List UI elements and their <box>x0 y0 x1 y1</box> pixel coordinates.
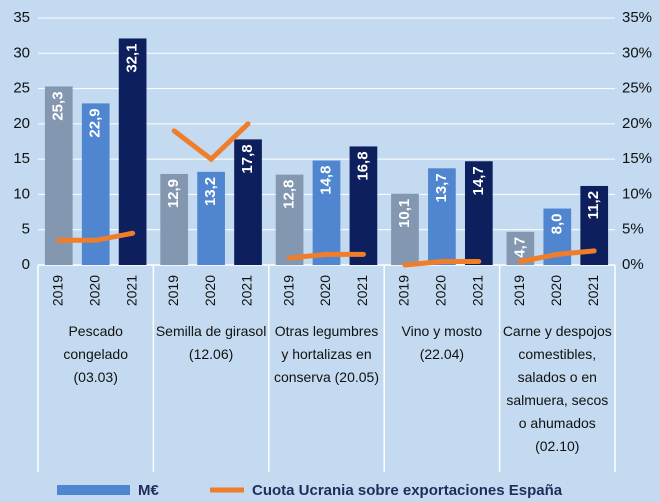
group-label: Pescado congelado (03.03) <box>63 323 128 385</box>
x-tick-label: 2020 <box>317 275 333 306</box>
group-label: Otras legumbres y hortalizas en conserva… <box>273 323 380 385</box>
line-series <box>287 251 366 261</box>
y-tick-label: 0 <box>22 256 30 273</box>
y2-tick-label: 35% <box>622 9 652 26</box>
y-tick-label: 10 <box>13 185 30 202</box>
x-tick-label: 2020 <box>433 275 449 306</box>
value-label: 12,8 <box>281 180 298 209</box>
bar <box>349 146 378 265</box>
y-tick-label: 30 <box>13 44 30 61</box>
bar <box>428 168 456 265</box>
bar <box>464 161 493 265</box>
x-tick-label: 2021 <box>470 275 486 306</box>
value-label: 22,9 <box>87 108 104 137</box>
y-tick-label: 20 <box>13 115 30 132</box>
value-label: 11,2 <box>585 191 602 219</box>
y-tick-label: 15 <box>13 150 30 167</box>
y2-tick-label: 5% <box>622 221 644 238</box>
value-label: 13,2 <box>202 177 219 206</box>
bar <box>44 86 73 265</box>
x-tick-label: 2021 <box>239 275 255 306</box>
line-series <box>171 121 251 163</box>
x-tick-label: 2020 <box>202 275 218 306</box>
value-label: 32,1 <box>124 43 141 72</box>
line-series <box>56 230 136 243</box>
bar <box>391 193 419 265</box>
value-label: 10,1 <box>396 199 413 228</box>
bar <box>197 171 225 265</box>
x-tick-label: 2021 <box>123 275 139 306</box>
y2-tick-label: 0% <box>622 256 644 273</box>
value-label: 13,7 <box>433 173 450 202</box>
x-tick-label: 2019 <box>280 275 296 306</box>
bar <box>118 38 147 265</box>
value-label: 25,3 <box>50 91 67 120</box>
value-label: 14,7 <box>470 166 487 195</box>
group-label: Carne y despojos comestibles, salados o … <box>502 323 612 454</box>
legend-swatch <box>57 485 130 495</box>
x-tick-label: 2020 <box>548 275 564 306</box>
value-label: 8,0 <box>548 214 565 235</box>
line-series <box>402 258 482 268</box>
x-tick-label: 2021 <box>354 275 370 306</box>
value-label: 16,8 <box>354 151 371 180</box>
value-label: 14,8 <box>317 166 334 195</box>
x-tick-label: 2019 <box>49 275 65 306</box>
group-label: Semilla de girasol (12.06) <box>155 323 267 362</box>
x-tick-label: 2021 <box>585 275 601 306</box>
value-label: 17,8 <box>239 144 256 173</box>
y2-tick-label: 25% <box>622 80 652 97</box>
value-label: 12,9 <box>165 179 182 208</box>
bar <box>160 173 189 265</box>
y2-tick-label: 20% <box>622 115 652 132</box>
legend-label: M€ <box>138 482 159 499</box>
group-label: Vino y mosto (22.04) <box>401 323 483 362</box>
y2-tick-label: 30% <box>622 44 652 61</box>
x-tick-label: 2020 <box>86 275 102 306</box>
value-label: 4,7 <box>511 237 528 258</box>
y-tick-label: 35 <box>13 9 30 26</box>
x-tick-label: 2019 <box>165 275 181 306</box>
x-tick-label: 2019 <box>396 275 412 306</box>
y2-tick-label: 10% <box>622 185 652 202</box>
bar <box>234 139 262 265</box>
bar <box>275 174 304 265</box>
y-tick-label: 25 <box>13 80 30 97</box>
y-tick-label: 5 <box>22 221 30 238</box>
line-series <box>517 248 597 264</box>
legend-label: Cuota Ucrania sobre exportaciones España <box>252 482 563 499</box>
bar <box>312 160 341 265</box>
y2-tick-label: 15% <box>622 150 652 167</box>
x-tick-label: 2019 <box>511 275 527 306</box>
